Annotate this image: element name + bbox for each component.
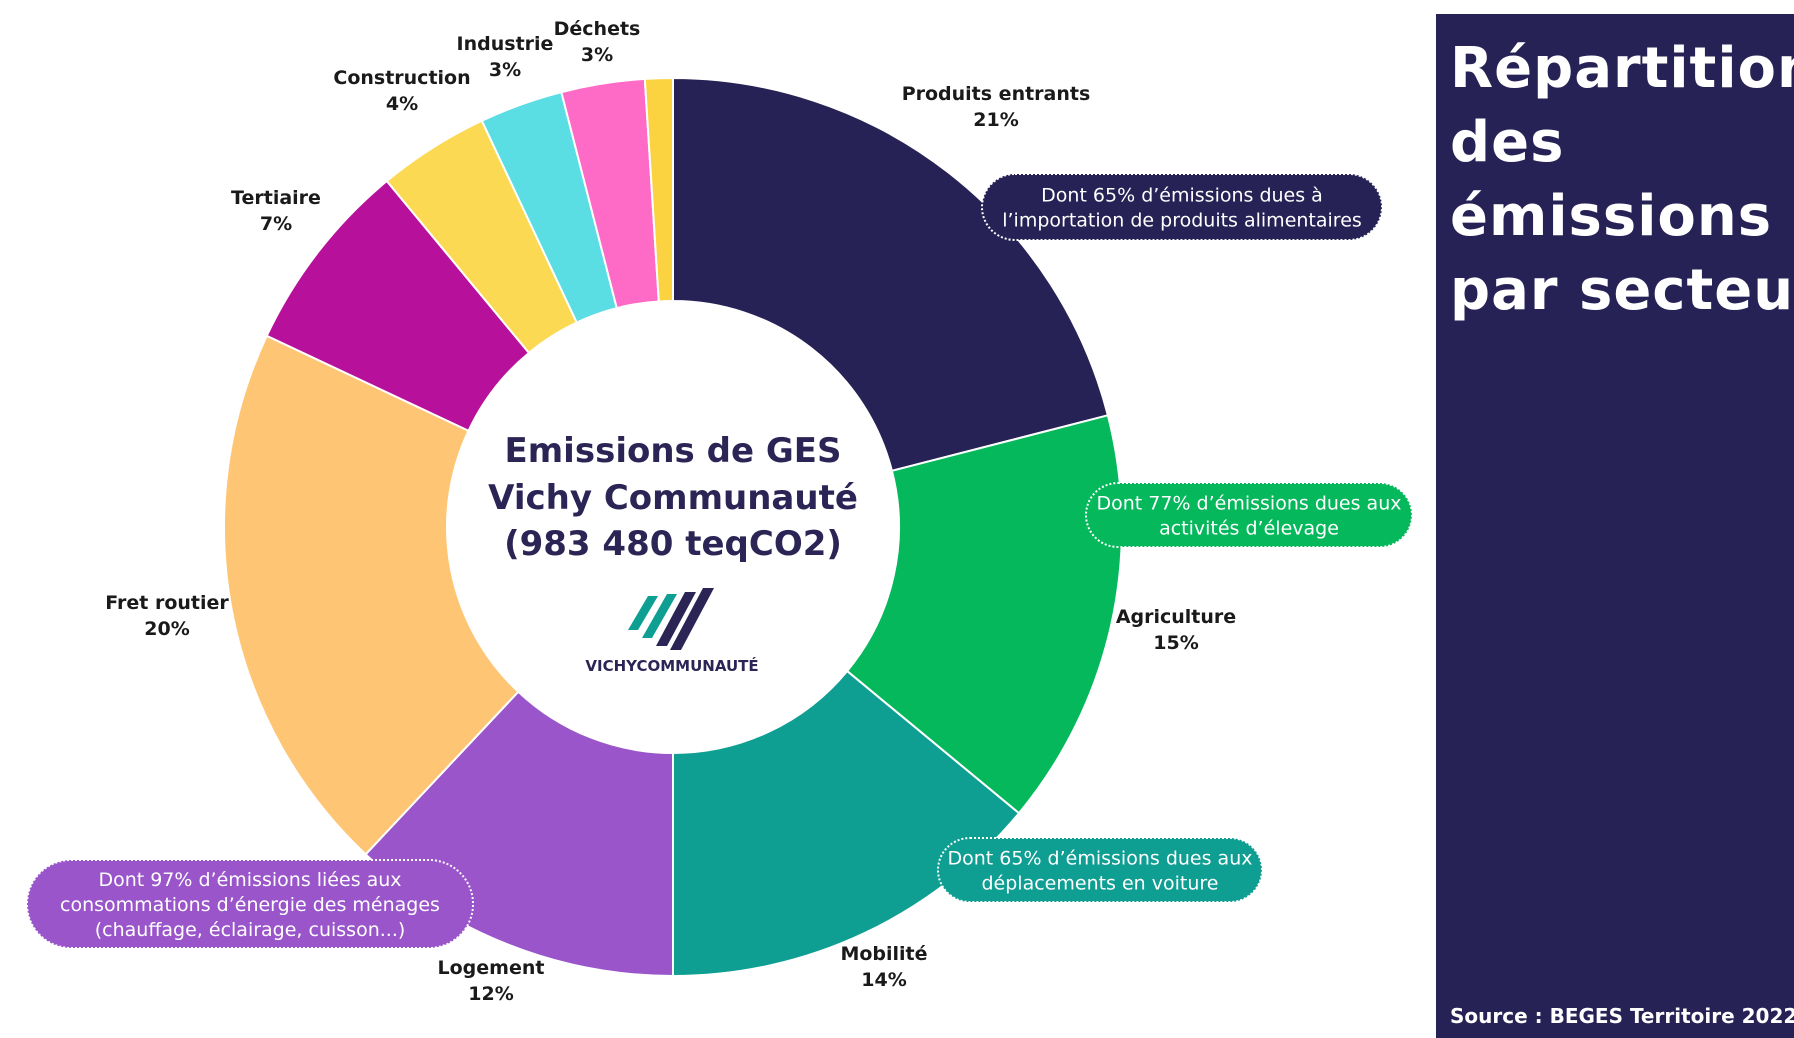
- callout-logement: Dont 97% d’émissions liées aux consommati…: [26, 859, 474, 949]
- callout-bubble: [1085, 482, 1413, 548]
- callout-bubble: [937, 837, 1263, 903]
- callout-bubble: [981, 173, 1383, 241]
- callout-mobilite: Dont 65% d’émissions dues aux déplacement…: [937, 837, 1263, 903]
- center-title-line-2: Vichy Communauté: [488, 478, 858, 518]
- segment-value-industrie: 3%: [489, 59, 521, 81]
- segment-label-dechets: Déchets: [554, 18, 641, 40]
- logo-wordmark: VICHYCOMMUNAUTÉ: [585, 656, 758, 675]
- segment-value-fret-routier: 20%: [144, 618, 189, 640]
- segment-label-construction: Construction: [333, 67, 470, 89]
- segment-value-construction: 4%: [386, 93, 418, 115]
- chart-segment-labels: Produits entrants 21% Agriculture 15% Mobili…: [105, 18, 1236, 1005]
- segment-label-mobilite: Mobilité: [840, 943, 927, 965]
- callout-produits-entrants: Dont 65% d’émissions dues à l’importation…: [981, 173, 1383, 241]
- chart-callouts: Dont 65% d’émissions dues à l’importation…: [26, 173, 1413, 949]
- segment-label-agriculture: Agriculture: [1116, 606, 1236, 628]
- panel-title-line-3: émissions: [1450, 184, 1773, 249]
- panel-title-line-2: des: [1450, 110, 1565, 175]
- center-title-line-1: Emissions de GES: [505, 431, 842, 471]
- chart-segments: [223, 76, 1123, 978]
- logo-wordmark-light: COMMUNAUTÉ: [636, 656, 758, 675]
- segment-label-fret-routier: Fret routier: [105, 592, 229, 614]
- callout-text-line: (chauffage, éclairage, cuisson...): [95, 919, 406, 941]
- callout-text-line: activités d’élevage: [1159, 518, 1339, 540]
- segment-value-tertiaire: 7%: [260, 213, 292, 235]
- segment-label-industrie: Industrie: [457, 33, 554, 55]
- panel-title-line-1: Répartition: [1450, 36, 1794, 101]
- callout-bubble: [26, 859, 474, 949]
- segment-label-logement: Logement: [438, 957, 545, 979]
- panel-title-line-4: par secteurs: [1450, 258, 1794, 323]
- callout-agriculture: Dont 77% d’émissions dues aux activités d…: [1085, 482, 1413, 548]
- title-panel: Répartition des émissions par secteurs S…: [1436, 14, 1794, 1038]
- logo-wordmark-bold: VICHY: [585, 657, 638, 675]
- callout-text-line: Dont 65% d’émissions dues aux: [948, 848, 1253, 870]
- panel-title: Répartition des émissions par secteurs: [1450, 32, 1794, 328]
- vichy-logo-icon: [628, 588, 714, 650]
- callout-text-line: l’importation de produits alimentaires: [1002, 210, 1362, 232]
- segment-value-mobilite: 14%: [861, 969, 906, 991]
- callout-text-line: consommations d’énergie des ménages: [60, 894, 440, 916]
- callout-text-line: déplacements en voiture: [982, 873, 1219, 895]
- callout-text-line: Dont 97% d’émissions liées aux: [98, 869, 401, 891]
- segment-value-produits-entrants: 21%: [973, 109, 1018, 131]
- segment-value-logement: 12%: [468, 983, 513, 1005]
- segment-label-produits-entrants: Produits entrants: [902, 83, 1091, 105]
- source-note: Source : BEGES Territoire 2022,: [1450, 1004, 1794, 1028]
- center-info: Emissions de GES Vichy Communauté (983 4…: [488, 431, 858, 675]
- segment-value-dechets: 3%: [581, 44, 613, 66]
- callout-text-line: Dont 77% d’émissions dues aux: [1097, 493, 1402, 515]
- segment-label-tertiaire: Tertiaire: [231, 187, 321, 209]
- callout-text-line: Dont 65% d’émissions dues à: [1041, 185, 1323, 207]
- center-title-line-3: (983 480 teqCO2): [504, 524, 842, 564]
- donut-center-disc: [447, 301, 899, 753]
- segment-value-agriculture: 15%: [1153, 632, 1198, 654]
